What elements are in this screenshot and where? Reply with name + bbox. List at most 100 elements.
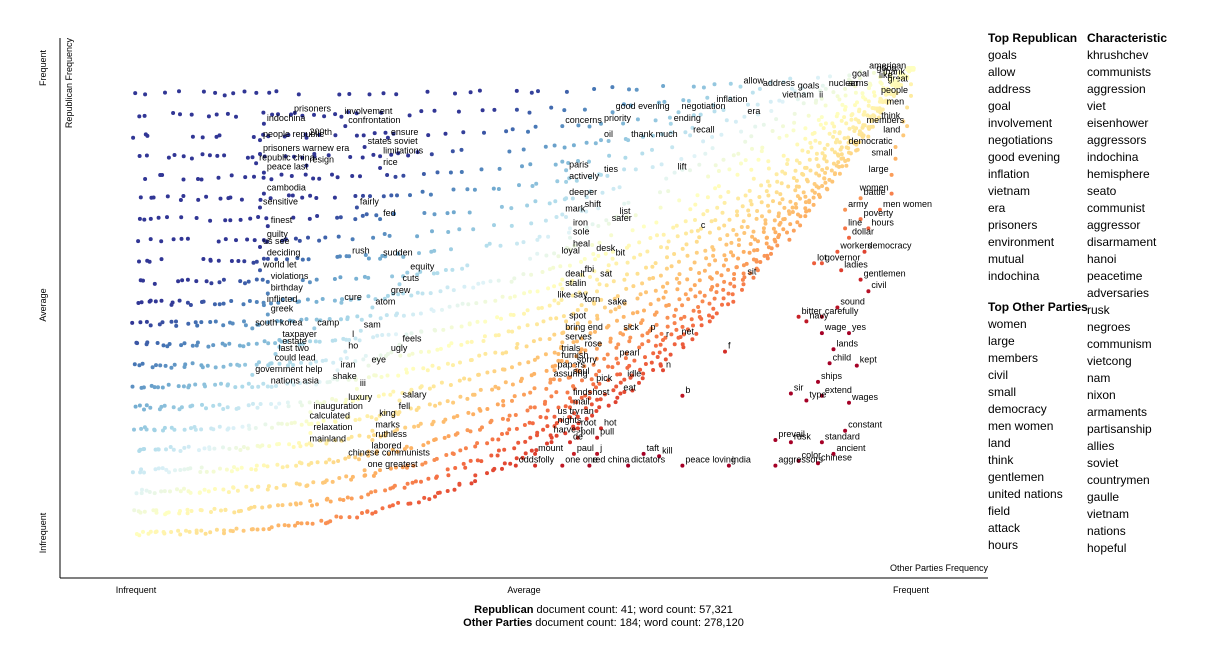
term-point[interactable]	[755, 248, 760, 252]
term-point[interactable]	[314, 382, 319, 387]
term-point[interactable]	[160, 385, 165, 390]
term-point[interactable]	[382, 296, 387, 301]
term-point[interactable]	[189, 112, 194, 117]
term-label[interactable]: estate	[282, 336, 307, 346]
term-label[interactable]: mount	[538, 443, 564, 453]
term-point[interactable]	[606, 221, 611, 226]
term-point[interactable]	[814, 151, 819, 156]
term-point[interactable]	[535, 355, 540, 360]
term-point[interactable]	[836, 160, 841, 165]
term-point[interactable]	[555, 179, 560, 184]
term-point[interactable]	[148, 237, 153, 242]
term-point[interactable]	[261, 381, 266, 386]
term-label[interactable]: concerns	[565, 115, 602, 125]
term-point[interactable]	[455, 431, 460, 436]
term-point[interactable]	[178, 112, 182, 117]
term-point[interactable]	[350, 174, 355, 178]
term-label[interactable]: birthday	[271, 283, 304, 293]
term-point[interactable]	[275, 462, 280, 467]
term-point[interactable]	[299, 422, 304, 427]
term-point[interactable]	[162, 425, 167, 430]
term-point[interactable]	[227, 446, 232, 451]
term-point[interactable]	[361, 357, 366, 362]
term-point[interactable]	[751, 229, 756, 234]
term-point[interactable]	[548, 433, 553, 438]
term-point[interactable]	[825, 142, 830, 147]
term-point[interactable]	[564, 179, 569, 184]
term-point[interactable]	[547, 337, 552, 341]
term-point[interactable]	[692, 283, 697, 288]
term-point[interactable]	[199, 177, 204, 182]
term-point[interactable]	[686, 297, 691, 302]
term-point[interactable]	[314, 359, 319, 364]
term-point[interactable]	[819, 440, 824, 445]
term-point[interactable]	[261, 175, 266, 180]
term-point[interactable]	[614, 384, 619, 389]
term-point[interactable]	[692, 260, 697, 265]
term-point[interactable]	[710, 315, 715, 320]
term-point[interactable]	[346, 455, 351, 459]
term-point[interactable]	[857, 76, 862, 81]
term-link[interactable]: allow	[988, 65, 1016, 79]
term-point[interactable]	[624, 351, 629, 356]
term-point[interactable]	[545, 441, 549, 446]
term-label[interactable]: chinese communists	[348, 448, 430, 458]
term-label[interactable]: thank	[883, 66, 906, 76]
term-point[interactable]	[238, 279, 243, 284]
term-label[interactable]: iii	[360, 378, 366, 388]
term-point[interactable]	[500, 432, 504, 436]
term-point[interactable]	[713, 163, 718, 168]
term-label[interactable]: bring end	[565, 322, 603, 332]
term-label[interactable]: new era	[317, 143, 349, 153]
term-point[interactable]	[389, 193, 394, 198]
term-point[interactable]	[233, 385, 238, 390]
term-label[interactable]: arms	[848, 78, 868, 88]
term-point[interactable]	[665, 315, 670, 320]
term-point[interactable]	[889, 75, 894, 80]
term-point[interactable]	[831, 161, 836, 166]
term-point[interactable]	[133, 91, 138, 96]
term-point[interactable]	[673, 307, 678, 312]
term-point[interactable]	[160, 320, 165, 325]
term-point[interactable]	[622, 390, 627, 394]
term-point[interactable]	[280, 503, 285, 508]
term-point[interactable]	[500, 416, 505, 421]
term-label[interactable]: hot	[604, 417, 617, 427]
term-point[interactable]	[147, 259, 152, 264]
term-point[interactable]	[280, 297, 285, 302]
term-point[interactable]	[769, 109, 774, 113]
term-point[interactable]	[360, 155, 365, 160]
term-point[interactable]	[712, 82, 717, 87]
term-point[interactable]	[722, 223, 727, 228]
term-point[interactable]	[571, 311, 576, 316]
term-point[interactable]	[190, 343, 195, 348]
term-point[interactable]	[781, 227, 786, 232]
term-label[interactable]: american	[869, 61, 906, 71]
term-point[interactable]	[130, 384, 135, 389]
term-point[interactable]	[455, 414, 460, 418]
term-label[interactable]: paul	[577, 443, 594, 453]
term-point[interactable]	[535, 237, 540, 242]
term-label[interactable]: ruthless	[375, 429, 407, 439]
term-point[interactable]	[837, 140, 842, 145]
term-point[interactable]	[623, 155, 628, 160]
term-point[interactable]	[156, 385, 160, 390]
term-point[interactable]	[298, 501, 303, 506]
term-point[interactable]	[185, 236, 190, 241]
term-point[interactable]	[755, 209, 760, 213]
term-point[interactable]	[537, 234, 542, 239]
term-point[interactable]	[706, 174, 711, 179]
term-point[interactable]	[332, 195, 337, 200]
term-point[interactable]	[361, 193, 365, 198]
term-point[interactable]	[523, 451, 528, 456]
term-point[interactable]	[156, 215, 161, 220]
term-point[interactable]	[661, 338, 665, 342]
term-point[interactable]	[855, 100, 859, 105]
term-label[interactable]: workers	[839, 241, 872, 251]
term-point[interactable]	[622, 277, 627, 282]
term-label[interactable]: stalin	[565, 278, 586, 288]
term-point[interactable]	[659, 162, 664, 167]
term-point[interactable]	[166, 382, 171, 387]
term-point[interactable]	[292, 154, 296, 159]
term-point[interactable]	[404, 370, 409, 375]
